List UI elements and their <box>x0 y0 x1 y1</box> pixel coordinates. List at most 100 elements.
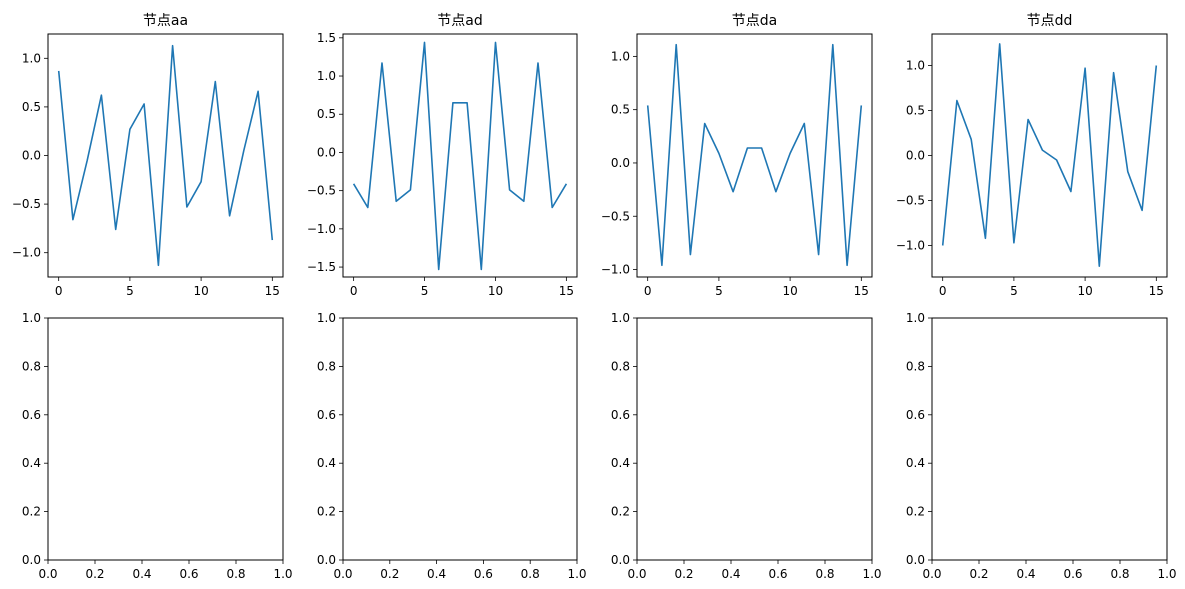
subplot-title: 节点dd <box>1027 13 1073 29</box>
y-tick-label: 1.5 <box>317 31 336 45</box>
x-tick-label: 0 <box>644 284 652 298</box>
axes-frame <box>342 317 578 561</box>
subplot-title: 节点ad <box>437 13 482 29</box>
y-tick-label: 0.8 <box>22 359 41 373</box>
x-tick-label: 0.8 <box>226 567 245 581</box>
x-tick-label: 10 <box>193 284 208 298</box>
series-line <box>57 44 274 267</box>
axes-frame <box>931 317 1168 561</box>
x-tick-label: 5 <box>421 284 429 298</box>
y-tick-label: 0.4 <box>611 456 630 470</box>
x-tick-label: 0.4 <box>132 567 151 581</box>
x-tick-label: 0.0 <box>922 567 941 581</box>
y-tick-label: 0.2 <box>611 505 630 519</box>
x-tick-label: 5 <box>1010 284 1018 298</box>
x-tick-label: 0.2 <box>85 567 104 581</box>
x-tick-label: 0 <box>939 284 947 298</box>
x-tick-label: 5 <box>715 284 723 298</box>
subplot-7: 0.0 0.2 0.4 0.6 0.8 1.0 0.0 0.2 0.4 0.6 0.8 1.0 <box>611 311 882 581</box>
x-tick-label: 15 <box>854 284 869 298</box>
y-tick-label: 1.0 <box>611 49 630 63</box>
y-tick-label: 0.5 <box>611 103 630 117</box>
x-tick-label: 10 <box>782 284 797 298</box>
subplot-6: 0.0 0.2 0.4 0.6 0.8 1.0 0.0 0.2 0.4 0.6 0.8 1.0 <box>317 311 587 581</box>
y-tick-label: −1.5 <box>307 260 336 274</box>
x-tick-label: 0.4 <box>1016 567 1035 581</box>
axes-frame <box>636 317 873 561</box>
subplot-title: 节点aa <box>143 13 188 29</box>
x-tick-label: 0.0 <box>38 567 57 581</box>
y-tick-label: 0.6 <box>611 408 630 422</box>
y-tick-label: 0.2 <box>22 505 41 519</box>
y-tick-label: 1.0 <box>906 311 925 325</box>
x-tick-label: 0 <box>55 284 63 298</box>
x-tick-label: 15 <box>1149 284 1164 298</box>
x-tick-label: 0.2 <box>380 567 399 581</box>
series-line <box>352 41 568 271</box>
y-tick-label: 0.6 <box>317 408 336 422</box>
x-tick-label: 0.6 <box>474 567 493 581</box>
y-tick-label: 1.0 <box>317 69 336 83</box>
y-tick-label: 1.0 <box>22 51 41 65</box>
y-tick-label: 0.2 <box>317 505 336 519</box>
y-tick-label: 0.4 <box>22 456 41 470</box>
subplot-4: 节点dd 0 5 10 15 −1.0 −0.5 0.0 0.5 1.0 <box>896 13 1168 298</box>
x-tick-label: 1.0 <box>1157 567 1176 581</box>
y-tick-label: 1.0 <box>22 311 41 325</box>
x-tick-label: 15 <box>559 284 574 298</box>
axes-frame <box>342 33 578 278</box>
y-tick-label: 0.8 <box>906 359 925 373</box>
y-tick-label: 0.5 <box>317 107 336 121</box>
x-tick-label: 1.0 <box>273 567 292 581</box>
subplot-2: 节点ad 0 5 10 15 −1.5 −1.0 −0.5 0.0 0.5 1.0 1.5 <box>307 13 578 298</box>
y-tick-label: 0.8 <box>611 359 630 373</box>
x-tick-label: 10 <box>1077 284 1092 298</box>
series-line <box>941 43 1158 268</box>
x-tick-label: 1.0 <box>862 567 881 581</box>
x-tick-label: 0.0 <box>333 567 352 581</box>
axes-frame <box>636 33 873 278</box>
y-tick-label: 0.0 <box>906 149 925 163</box>
x-tick-label: 0 <box>350 284 358 298</box>
subplot-title: 节点da <box>732 13 777 29</box>
y-tick-label: 0.2 <box>906 505 925 519</box>
subplot-8: 0.0 0.2 0.4 0.6 0.8 1.0 0.0 0.2 0.4 0.6 0.8 1.0 <box>906 311 1177 581</box>
x-tick-label: 10 <box>488 284 503 298</box>
y-tick-label: −1.0 <box>307 222 336 236</box>
subplot-1: 节点aa 0 5 10 15 −1.0 −0.5 0.0 0.5 1.0 <box>12 13 284 298</box>
x-tick-label: 0.0 <box>627 567 646 581</box>
y-tick-label: 0.0 <box>317 553 336 567</box>
x-tick-label: 0.4 <box>427 567 446 581</box>
x-tick-label: 0.6 <box>179 567 198 581</box>
y-tick-label: −1.0 <box>12 246 41 260</box>
y-tick-label: 1.0 <box>317 311 336 325</box>
y-tick-label: −1.0 <box>896 239 925 253</box>
y-tick-label: 0.8 <box>317 359 336 373</box>
y-tick-label: 0.5 <box>22 100 41 114</box>
y-tick-label: 0.0 <box>22 553 41 567</box>
x-tick-label: 0.4 <box>721 567 740 581</box>
y-tick-label: 0.4 <box>906 456 925 470</box>
y-tick-label: 0.6 <box>906 408 925 422</box>
x-tick-label: 0.6 <box>768 567 787 581</box>
x-tick-label: 0.8 <box>815 567 834 581</box>
y-tick-label: 0.0 <box>611 156 630 170</box>
y-tick-label: 1.0 <box>906 59 925 73</box>
x-tick-label: 5 <box>126 284 134 298</box>
series-line <box>646 43 863 267</box>
y-tick-label: −0.5 <box>307 184 336 198</box>
y-tick-label: −1.0 <box>601 263 630 277</box>
x-tick-label: 0.8 <box>521 567 540 581</box>
subplot-3: 节点da 0 5 10 15 −1.0 −0.5 0.0 0.5 1.0 <box>601 13 873 298</box>
y-tick-label: −0.5 <box>601 209 630 223</box>
y-tick-label: 1.0 <box>611 311 630 325</box>
x-tick-label: 0.2 <box>969 567 988 581</box>
y-tick-label: 0.5 <box>906 104 925 118</box>
y-tick-label: 0.0 <box>317 145 336 159</box>
y-tick-label: −0.5 <box>896 194 925 208</box>
subplot-5: 0.0 0.2 0.4 0.6 0.8 1.0 0.0 0.2 0.4 0.6 0.8 1.0 <box>22 311 293 581</box>
y-tick-label: 0.0 <box>22 149 41 163</box>
y-tick-label: 0.4 <box>317 456 336 470</box>
x-tick-label: 0.2 <box>674 567 693 581</box>
